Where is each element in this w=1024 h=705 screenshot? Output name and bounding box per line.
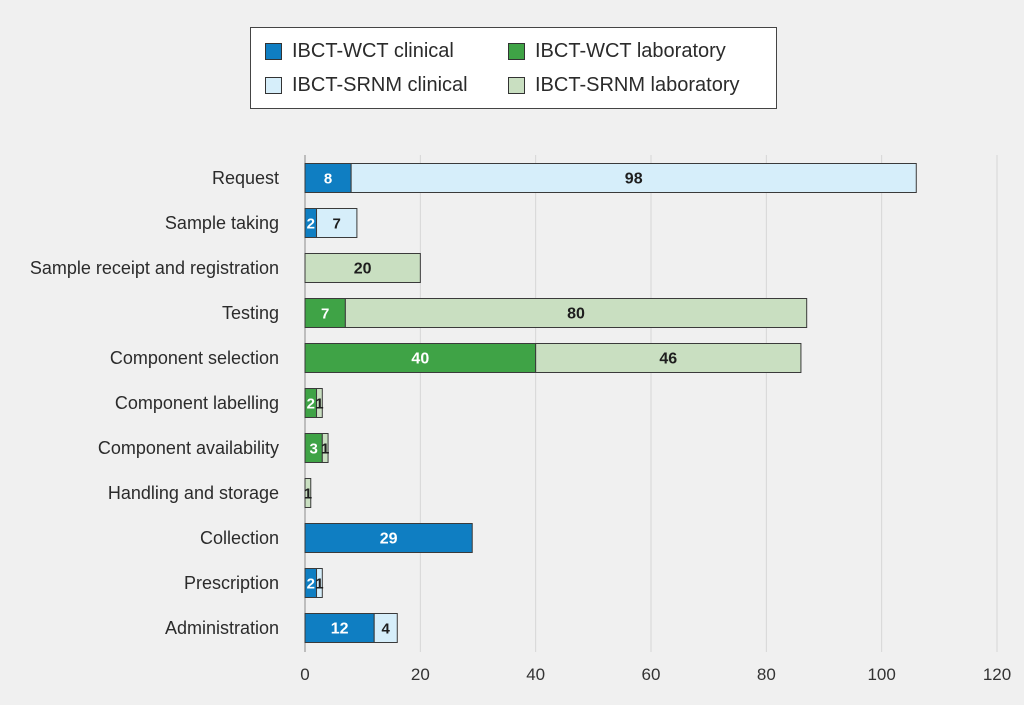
category-label: Sample receipt and registration (30, 258, 279, 278)
category-label: Component availability (98, 438, 279, 458)
legend-swatch-srnm-laboratory (508, 77, 525, 94)
x-tick-label: 20 (411, 665, 430, 684)
legend: IBCT-WCT clinical IBCT-WCT laboratory IB… (250, 27, 777, 109)
legend-label-srnm-clinical: IBCT-SRNM clinical (292, 74, 468, 96)
data-label: 1 (315, 576, 323, 593)
bar-segment (350, 163, 917, 193)
bar-segment (304, 523, 473, 553)
data-label: 8 (324, 171, 332, 188)
legend-label-srnm-laboratory: IBCT-SRNM laboratory (535, 74, 740, 96)
x-tick-label: 0 (300, 665, 309, 684)
data-label: 40 (411, 351, 429, 368)
legend-swatch-srnm-clinical (265, 77, 282, 94)
legend-label-wct-clinical: IBCT-WCT clinical (292, 40, 454, 62)
legend-item-srnm-clinical: IBCT-SRNM clinical (265, 74, 468, 97)
data-label: 46 (659, 351, 677, 368)
data-label: 3 (309, 441, 317, 458)
bar-segment (304, 613, 375, 643)
bar-segment (316, 208, 358, 238)
legend-item-srnm-laboratory: IBCT-SRNM laboratory (508, 74, 740, 97)
bar-segment (373, 613, 398, 643)
x-tick-label: 80 (757, 665, 776, 684)
data-label: 1 (321, 441, 329, 458)
category-label: Testing (222, 303, 279, 323)
data-label: 2 (307, 396, 315, 413)
data-label: 2 (307, 216, 315, 233)
legend-swatch-wct-clinical (265, 43, 282, 60)
bar-segment (535, 343, 802, 373)
x-tick-label: 60 (642, 665, 661, 684)
data-label: 80 (567, 306, 585, 323)
bar-segment (304, 478, 312, 508)
bar-segment (321, 433, 329, 463)
legend-item-wct-laboratory: IBCT-WCT laboratory (508, 40, 726, 63)
data-label: 12 (331, 621, 349, 638)
data-label: 2 (307, 576, 315, 593)
category-label: Request (212, 168, 279, 188)
legend-swatch-wct-laboratory (508, 43, 525, 60)
bar-segment (316, 568, 323, 598)
x-tick-label: 40 (526, 665, 545, 684)
x-tick-label: 100 (867, 665, 895, 684)
bar-segment (304, 163, 352, 193)
x-tick-label: 120 (983, 665, 1011, 684)
category-label: Component selection (110, 348, 279, 368)
data-label: 1 (304, 486, 312, 503)
category-label: Prescription (184, 573, 279, 593)
legend-label-wct-laboratory: IBCT-WCT laboratory (535, 40, 726, 62)
data-label: 20 (354, 261, 372, 278)
data-label: 7 (333, 216, 341, 233)
data-label: 1 (315, 396, 323, 413)
category-label: Sample taking (165, 213, 279, 233)
legend-item-wct-clinical: IBCT-WCT clinical (265, 40, 454, 63)
data-label: 29 (380, 531, 398, 548)
category-label: Handling and storage (108, 483, 279, 503)
bar-segment (316, 388, 323, 418)
bar-segment (304, 253, 421, 283)
data-label: 7 (321, 306, 329, 323)
data-label: 4 (382, 621, 391, 638)
bar-segment (344, 298, 808, 328)
category-label: Administration (165, 618, 279, 638)
category-label: Component labelling (115, 393, 279, 413)
bar-segment (304, 343, 537, 373)
category-label: Collection (200, 528, 279, 548)
data-label: 98 (625, 171, 643, 188)
